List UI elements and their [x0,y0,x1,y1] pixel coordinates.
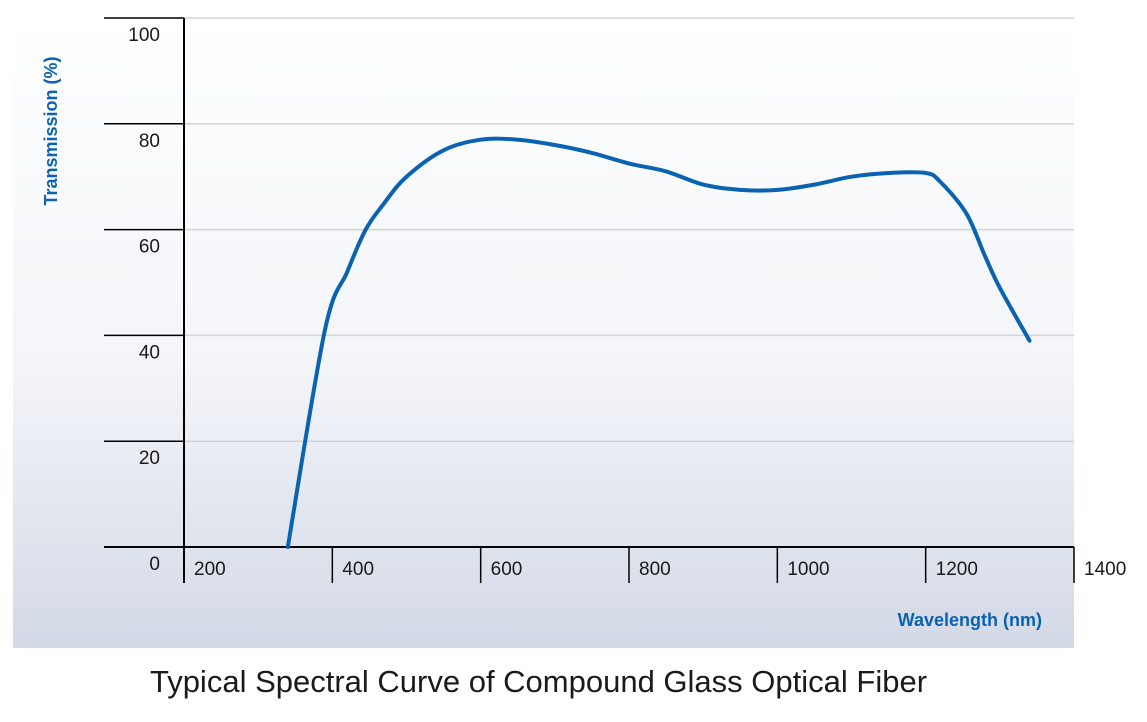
y-tick-label: 20 [139,448,160,469]
y-axis-title: Transmission (%) [41,56,61,205]
axes [104,17,1075,583]
tick-labels: 0 20 40 60 80 100 200 400 600 800 1000 1200 1400 [128,25,1126,580]
x-tick-label: 1200 [936,559,978,580]
x-tick-label: 1400 [1084,559,1126,580]
chart-caption: Typical Spectral Curve of Compound Glass… [149,664,928,699]
chart-background [13,18,1074,648]
transmission-curve [285,136,1032,549]
x-tick-label: 400 [342,559,374,580]
y-tick-label: 0 [149,554,160,575]
spectral-chart: 0 20 40 60 80 100 200 400 600 800 1000 1200 1400 Tra… [13,17,1126,648]
x-tick-label: 200 [194,559,226,580]
y-tick-label: 60 [139,237,160,258]
x-tick-label: 1000 [787,559,829,580]
y-tick-label: 80 [139,131,160,152]
x-tick-label: 800 [639,559,671,580]
x-axis-title: Wavelength (nm) [898,610,1042,630]
y-tick-label: 40 [139,342,160,363]
x-tick-label: 600 [491,559,523,580]
y-tick-label: 100 [128,25,160,46]
grid-lines [184,17,1074,442]
